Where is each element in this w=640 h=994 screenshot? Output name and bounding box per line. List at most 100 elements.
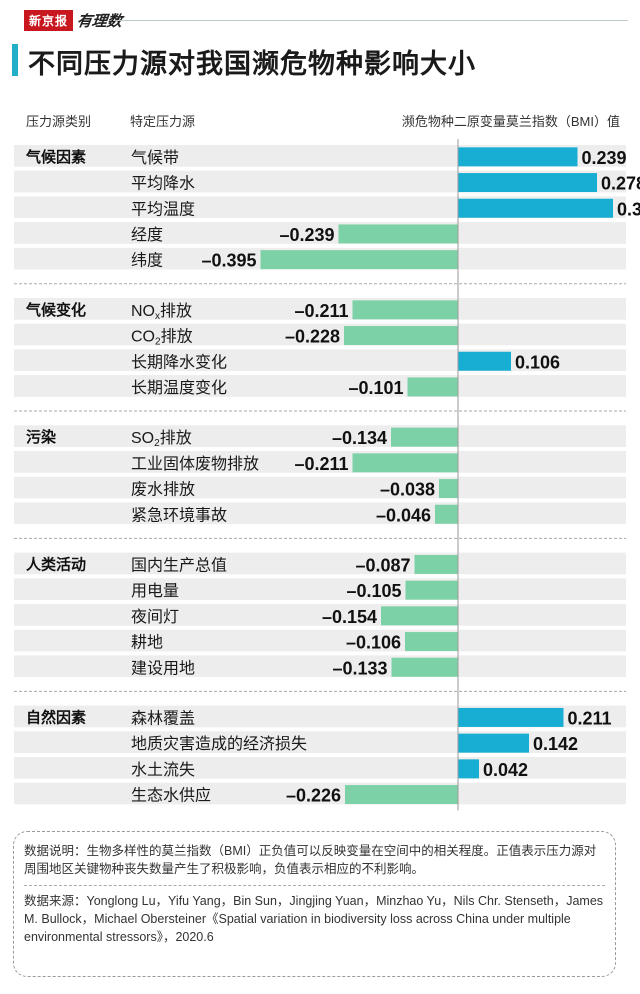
row-band [14, 782, 626, 805]
value-label: –0.087 [355, 555, 410, 575]
value-label: –0.226 [286, 786, 341, 806]
title-accent-bar [12, 44, 18, 76]
item-label: 紧急环境事故 [131, 505, 227, 524]
value-label: 0.31 [617, 199, 640, 219]
bar-negative [381, 606, 458, 626]
bar-negative [344, 326, 458, 346]
bar-negative [405, 580, 458, 600]
item-label: 国内生产总值 [131, 556, 227, 574]
bar-positive [458, 759, 479, 779]
value-label: –0.038 [380, 480, 435, 500]
item-label: 纬度 [131, 252, 163, 270]
value-label: –0.133 [332, 658, 387, 678]
category-label: 气候变化 [25, 301, 86, 319]
value-label: –0.211 [294, 454, 348, 474]
value-label: 0.042 [483, 760, 528, 780]
bar-negative [352, 453, 458, 473]
item-label-rest: 排放 [160, 429, 192, 447]
item-label-rest: 排放 [160, 302, 192, 320]
row-band [14, 502, 626, 525]
item-label: 废水排放 [131, 481, 195, 499]
bar-negative [345, 785, 458, 805]
bar-negative [391, 427, 458, 447]
category-label: 自然因素 [26, 708, 86, 726]
row-band [14, 578, 626, 600]
row-band [14, 425, 626, 447]
bar-positive [458, 351, 511, 371]
item-label-main: NO [131, 303, 155, 320]
value-label: –0.134 [332, 428, 387, 448]
value-label: –0.228 [285, 327, 340, 347]
row-band [14, 604, 626, 626]
value-label: –0.154 [322, 607, 377, 627]
item-label: 气候带 [131, 149, 179, 167]
item-label: 生态水供应 [131, 786, 211, 805]
logo: 新京报 有理数 [24, 9, 123, 31]
column-header-value: 濒危物种二原变量莫兰指数（BMI）值 [401, 114, 620, 129]
item-label-main: SO [131, 430, 154, 447]
notes-divider [24, 885, 605, 886]
value-label: 0.142 [533, 734, 578, 754]
item-label-sub: x [155, 311, 160, 322]
item-label-rest: 排放 [161, 328, 193, 346]
item-label: 夜间灯 [131, 608, 179, 626]
item-label: 经度 [131, 226, 163, 244]
bar-positive [458, 733, 529, 753]
value-label: –0.395 [201, 251, 256, 271]
bar-positive [458, 147, 578, 167]
row-band [14, 629, 626, 652]
value-label: –0.046 [376, 505, 431, 525]
value-label: 0.211 [568, 708, 612, 728]
bar-negative [338, 224, 458, 244]
row-band [14, 476, 626, 499]
bar-positive [458, 198, 613, 218]
item-label-sub: 2 [154, 438, 160, 449]
row-band [14, 298, 626, 320]
category-label: 气候因素 [25, 148, 86, 166]
page-title: 不同压力源对我国濒危物种影响大小 [28, 49, 476, 79]
row-band [14, 552, 626, 575]
data-explanation: 数据说明：生物多样性的莫兰指数（BMI）正负值可以反映变量在空间中的相关程度。正… [24, 844, 597, 876]
value-label: –0.106 [346, 633, 401, 653]
row-band [14, 655, 626, 678]
notes-box: 数据说明：生物多样性的莫兰指数（BMI）正负值可以反映变量在空间中的相关程度。正… [13, 831, 616, 977]
item-label: 森林覆盖 [131, 709, 195, 727]
bar-chart: 气候因素 气候带 0.239 平均降水 0.278 平均温度 0.31 经度 –0.239 纬度 –… [14, 139, 640, 811]
value-label: –0.105 [346, 581, 401, 601]
logo-brand: 新京报 [24, 9, 74, 31]
bar-negative [352, 300, 458, 320]
item-label: NOx排放 [131, 302, 192, 322]
row-band [14, 375, 626, 397]
item-label: 长期降水变化 [131, 353, 227, 371]
row-band [14, 757, 626, 779]
column-header-category: 压力源类别 [26, 114, 92, 129]
bar-negative [414, 554, 458, 574]
data-source: 数据来源：Yonglong Lu，Yifu Yang，Bin Sun，Jingj… [24, 894, 604, 944]
item-label: SO2排放 [131, 429, 192, 449]
item-label: 平均温度 [131, 200, 195, 218]
category-label: 人类活动 [26, 555, 86, 573]
item-label: 长期温度变化 [131, 379, 227, 397]
item-label-sub: 2 [155, 337, 161, 348]
bar-positive [458, 707, 564, 727]
value-label: 0.278 [601, 174, 640, 194]
bar-negative [405, 632, 458, 652]
value-label: –0.211 [294, 301, 348, 321]
top-divider [116, 20, 628, 21]
bar-negative [260, 250, 458, 270]
item-label: 建设用地 [131, 659, 195, 677]
value-label: –0.239 [279, 225, 334, 245]
item-label-main: CO [131, 329, 155, 346]
bar-positive [458, 173, 597, 193]
item-label: CO2排放 [131, 328, 193, 348]
bar-negative [391, 657, 458, 677]
row-band [14, 451, 626, 473]
value-label: 0.239 [582, 148, 627, 168]
item-label: 工业固体废物排放 [131, 455, 259, 473]
item-label: 水土流失 [131, 761, 195, 779]
item-label: 平均降水 [131, 175, 195, 193]
item-label: 地质灾害造成的经济损失 [131, 735, 307, 753]
category-label: 污染 [26, 428, 57, 446]
bar-negative [439, 479, 458, 499]
row-band [14, 222, 626, 244]
